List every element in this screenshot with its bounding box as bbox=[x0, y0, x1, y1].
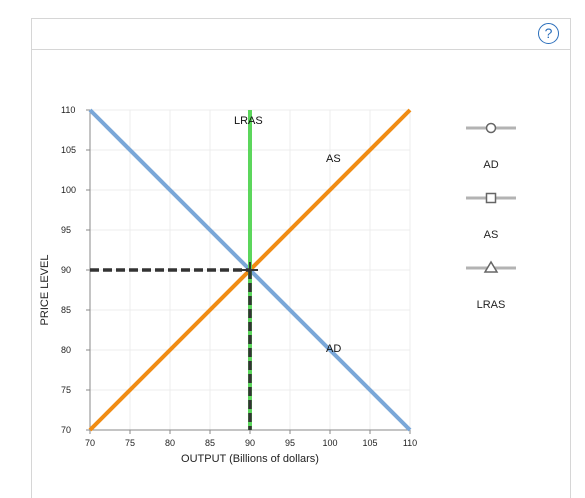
x-tick-label: 70 bbox=[85, 438, 95, 448]
y-tick-label: 85 bbox=[61, 305, 71, 315]
y-tick-label: 70 bbox=[61, 425, 71, 435]
x-axis-label: OUTPUT (Billions of dollars) bbox=[181, 453, 319, 465]
y-tick-label: 110 bbox=[61, 105, 75, 115]
curve-label-as: AS bbox=[326, 153, 341, 165]
y-tick-label: 95 bbox=[61, 225, 71, 235]
x-tick-label: 100 bbox=[322, 438, 337, 448]
x-tick-label: 85 bbox=[205, 438, 215, 448]
y-tick-label: 90 bbox=[61, 265, 71, 275]
graph-panel bbox=[31, 18, 571, 498]
y-axis-label: PRICE LEVEL bbox=[39, 255, 51, 326]
panel-header bbox=[32, 19, 570, 50]
x-tick-label: 105 bbox=[362, 438, 377, 448]
legend-label-ad: AD bbox=[483, 159, 498, 171]
legend-square-icon[interactable] bbox=[485, 192, 497, 204]
y-tick-label: 100 bbox=[61, 185, 76, 195]
curve-label-ad: AD bbox=[326, 343, 341, 355]
x-tick-label: 95 bbox=[285, 438, 295, 448]
x-tick-label: 110 bbox=[403, 438, 417, 448]
legend-circle-icon[interactable] bbox=[485, 122, 497, 134]
legend-label-as: AS bbox=[484, 229, 499, 241]
y-tick-label: 105 bbox=[61, 145, 76, 155]
x-tick-label: 90 bbox=[245, 438, 255, 448]
legend-triangle-icon[interactable] bbox=[483, 260, 499, 273]
y-tick-label: 75 bbox=[61, 385, 71, 395]
legend-label-lras: LRAS bbox=[477, 299, 506, 311]
y-tick-label: 80 bbox=[61, 345, 71, 355]
x-tick-label: 80 bbox=[165, 438, 175, 448]
curve-label-lras: LRAS bbox=[234, 115, 263, 127]
x-tick-label: 75 bbox=[125, 438, 135, 448]
help-button[interactable]: ? bbox=[538, 23, 559, 44]
